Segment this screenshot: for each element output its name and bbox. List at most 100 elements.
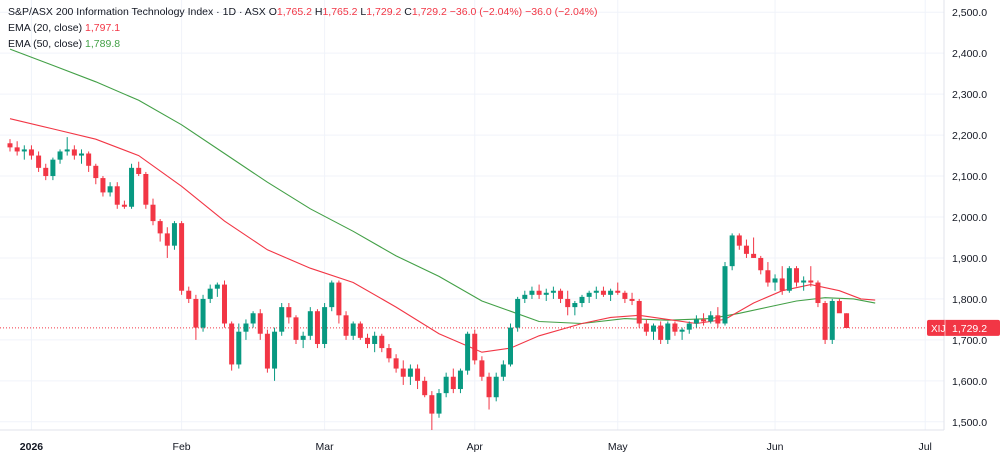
low-label: L bbox=[360, 6, 367, 18]
symbol-title: S&P/ASX 200 Information Technology Index… bbox=[8, 6, 266, 18]
candle bbox=[600, 286, 606, 297]
candle-body bbox=[736, 235, 742, 246]
candle bbox=[493, 372, 499, 402]
candle-body bbox=[543, 292, 549, 295]
candle-body bbox=[765, 270, 771, 283]
candle-body bbox=[236, 331, 242, 365]
candle-body bbox=[536, 290, 542, 295]
candle bbox=[365, 333, 370, 349]
y-tick-label: 2,200.0 bbox=[952, 130, 987, 142]
candle bbox=[651, 323, 656, 340]
candle bbox=[386, 343, 392, 363]
candle bbox=[264, 329, 270, 373]
candle-body bbox=[608, 290, 614, 295]
candle bbox=[765, 262, 771, 287]
candle-body bbox=[658, 325, 664, 340]
candle-body bbox=[222, 284, 227, 324]
ema20-value: 1,797.1 bbox=[85, 22, 121, 34]
candle-body bbox=[693, 319, 699, 324]
candle bbox=[701, 313, 707, 326]
candle bbox=[436, 389, 442, 418]
candle bbox=[722, 262, 728, 326]
candle bbox=[515, 296, 521, 332]
candle-body bbox=[229, 323, 235, 365]
candle-body bbox=[815, 282, 821, 304]
y-tick-label: 2,400.0 bbox=[952, 48, 987, 60]
ema20-legend-row[interactable]: EMA (20, close) 1,797.1 bbox=[8, 20, 598, 36]
candle bbox=[164, 227, 170, 258]
candle bbox=[300, 331, 306, 349]
candle bbox=[708, 311, 714, 324]
candle bbox=[179, 221, 185, 295]
close-value: 1,729.2 bbox=[411, 6, 447, 18]
candle bbox=[400, 360, 406, 385]
candle-body bbox=[593, 290, 599, 293]
candle bbox=[50, 157, 56, 181]
candle-body bbox=[257, 313, 263, 334]
close-label: C bbox=[404, 6, 412, 18]
ema50-legend-row[interactable]: EMA (50, close) 1,789.8 bbox=[8, 36, 598, 52]
candle-body bbox=[651, 325, 656, 332]
candle bbox=[443, 372, 449, 398]
candle bbox=[500, 360, 506, 381]
candle bbox=[715, 307, 721, 328]
candle bbox=[336, 280, 342, 324]
candle-body bbox=[708, 315, 714, 322]
ema20-label: EMA (20, close) bbox=[8, 22, 83, 34]
candle bbox=[794, 266, 799, 287]
candle bbox=[565, 290, 571, 316]
candle-body bbox=[801, 280, 807, 283]
candle bbox=[629, 292, 635, 306]
candle-body bbox=[450, 376, 456, 390]
candle-body bbox=[836, 300, 842, 314]
candle-body bbox=[829, 300, 835, 340]
price-tag-value: 1,729.2 bbox=[952, 323, 987, 335]
candle bbox=[522, 290, 528, 304]
candle bbox=[407, 364, 413, 385]
change-value: −36.0 (−2.04%) bbox=[449, 6, 523, 18]
candle-body bbox=[386, 348, 392, 359]
candle bbox=[550, 286, 556, 299]
candle bbox=[279, 303, 285, 336]
candle-body bbox=[665, 323, 671, 340]
x-tick-label: 2026 bbox=[20, 441, 44, 453]
candle bbox=[622, 290, 628, 304]
candle bbox=[508, 323, 513, 367]
candle-body bbox=[550, 290, 556, 293]
candle-body bbox=[171, 223, 177, 246]
candle-body bbox=[350, 323, 356, 336]
candle-body bbox=[429, 395, 435, 414]
y-tick-label: 2,300.0 bbox=[952, 89, 987, 101]
candle-body bbox=[143, 173, 149, 205]
candle bbox=[801, 276, 807, 291]
candle bbox=[679, 327, 685, 340]
candle bbox=[43, 163, 49, 181]
candle bbox=[693, 315, 699, 328]
candle bbox=[457, 368, 463, 394]
candle-body bbox=[572, 303, 578, 308]
candle-body bbox=[322, 307, 328, 344]
candle bbox=[608, 288, 614, 301]
candle bbox=[572, 300, 578, 316]
candle bbox=[171, 221, 177, 250]
candle-body bbox=[629, 298, 635, 301]
candle-body bbox=[121, 204, 127, 207]
candle-body bbox=[286, 307, 292, 318]
y-tick-label: 1,800.0 bbox=[952, 294, 987, 306]
candle-body bbox=[307, 311, 313, 336]
candle-body bbox=[844, 313, 850, 329]
candle-body bbox=[372, 335, 378, 344]
candle-body bbox=[486, 376, 492, 398]
candle bbox=[543, 288, 549, 301]
candle bbox=[100, 176, 106, 197]
candle-body bbox=[636, 300, 642, 324]
candle bbox=[450, 368, 456, 394]
x-tick-label: Apr bbox=[467, 441, 484, 453]
candle-body bbox=[436, 393, 442, 414]
candle bbox=[136, 161, 142, 177]
candle bbox=[214, 282, 220, 297]
candle bbox=[686, 321, 692, 334]
candle-body bbox=[93, 165, 99, 179]
candle bbox=[186, 286, 192, 304]
